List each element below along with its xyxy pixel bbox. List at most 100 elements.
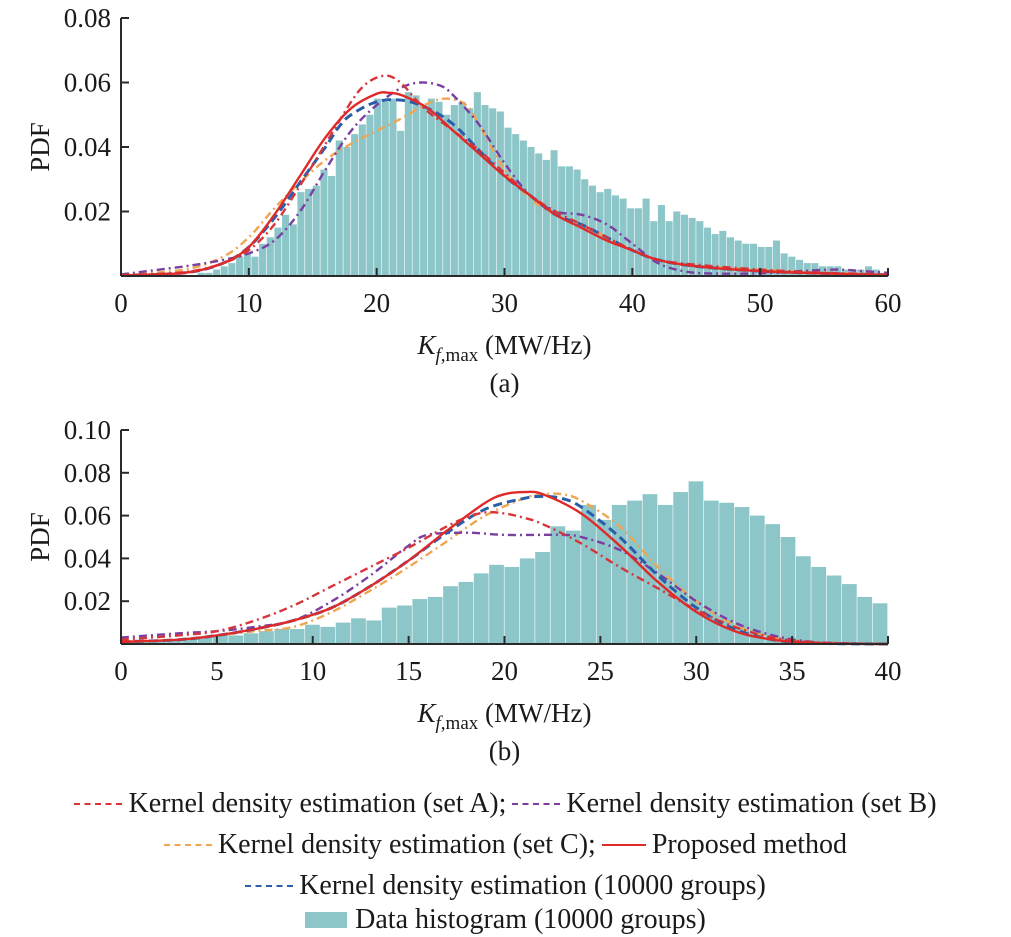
histogram-bar	[443, 586, 458, 644]
histogram-bar	[328, 176, 336, 276]
histogram-bar	[542, 159, 550, 276]
y-tick-label: 0.04	[64, 132, 112, 162]
legend-swatch	[305, 912, 348, 928]
legend-label: Data histogram (10000 groups)	[355, 904, 706, 935]
legend-label: Kernel density estimation (10000 groups)	[299, 870, 766, 901]
x-tick-label: 30	[683, 656, 710, 686]
histogram-bar	[435, 101, 443, 276]
histogram-bar	[381, 607, 397, 644]
histogram-bar	[366, 114, 374, 276]
histogram-bar	[489, 564, 504, 644]
legend-item-proposed: Proposed method	[601, 828, 847, 862]
y-axis-label: PDF	[25, 512, 55, 562]
y-tick-label: 0.06	[64, 501, 111, 531]
histogram-bar	[136, 641, 152, 644]
y-tick-label: 0.04	[64, 543, 112, 573]
chart-panel-b: 0.02 0.04 0.06 0.08 0.10 0 5 10 15 20 25 30 35 40 PDF K…	[25, 415, 902, 766]
histogram-bar	[619, 198, 627, 276]
histogram-bar	[473, 92, 481, 276]
panel-label: (a)	[490, 368, 520, 398]
series-line-proposed	[120, 490, 889, 646]
legend-row: Kernel density estimation (set A); Kernel…	[0, 780, 1011, 821]
histogram-bar	[504, 127, 512, 277]
histogram-bar	[780, 537, 796, 644]
legend-label: Kernel density estimation (set B)	[566, 788, 937, 819]
histogram-bar	[450, 105, 458, 276]
series-line-kdeA	[120, 510, 889, 646]
histogram-bar	[151, 639, 167, 644]
histogram-bar	[473, 573, 489, 644]
y-axis-label: PDF	[25, 122, 55, 172]
legend-row: Data histogram (10000 groups)	[0, 903, 1011, 937]
histogram-bar	[236, 256, 244, 276]
histogram-bar	[611, 195, 619, 276]
histogram-bar	[289, 224, 297, 276]
legend-label: Kernel density estimation (set A);	[128, 788, 507, 819]
histogram-bar	[251, 256, 259, 276]
histogram-bar	[259, 243, 267, 276]
legend-item-kdeA: Kernel density estimation (set A);	[74, 787, 506, 821]
histogram-bar	[680, 214, 688, 276]
histogram-bar	[496, 111, 504, 277]
histogram-bar	[581, 504, 596, 644]
histogram-bar	[780, 253, 788, 276]
legend-item-kdeB: Kernel density estimation (set B)	[512, 787, 937, 821]
histogram-bar	[289, 629, 305, 644]
histogram-bar	[688, 217, 696, 276]
histogram-bar	[558, 166, 566, 276]
histogram-bar	[734, 240, 742, 276]
histogram-bar	[788, 256, 796, 276]
histogram-bar	[665, 221, 673, 276]
histogram-bar	[719, 502, 734, 644]
histogram-bar	[688, 481, 704, 644]
histogram-bar	[811, 566, 827, 644]
legend-swatch	[245, 885, 294, 887]
histogram-bar	[512, 134, 520, 276]
histogram-bar	[213, 635, 228, 644]
x-tick-label: 25	[587, 656, 614, 686]
x-tick-label: 30	[491, 288, 518, 318]
x-axis-label: Kf,max (MW/Hz)	[417, 698, 592, 734]
histogram-bar	[343, 147, 351, 276]
histogram-bar	[765, 524, 781, 644]
histogram-bar	[205, 272, 213, 276]
histogram-bar	[274, 227, 282, 276]
legend-item-histogram: Data histogram (10000 groups)	[305, 903, 706, 937]
histogram-bar	[535, 551, 550, 644]
histogram-bar	[519, 140, 527, 276]
histogram-bar	[696, 221, 704, 276]
histogram-bar	[404, 92, 412, 276]
legend-swatch	[512, 803, 561, 805]
histogram-bar	[197, 272, 205, 276]
histogram-bar	[197, 637, 213, 644]
x-tick-label: 20	[491, 656, 518, 686]
legend-item-kde10000: Kernel density estimation (10000 groups)	[245, 869, 766, 903]
histogram-bar	[228, 635, 244, 644]
histogram-bar	[374, 98, 382, 276]
series-line-kdeB	[120, 81, 889, 276]
legend-item-kdeC: Kernel density estimation (set C);	[163, 828, 596, 862]
histogram-bar	[466, 108, 474, 276]
histogram-bar	[604, 188, 612, 276]
histogram-bar	[627, 500, 642, 644]
histogram-bar	[427, 596, 443, 644]
x-tick-label: 60	[875, 288, 902, 318]
histogram-bar	[182, 637, 198, 644]
histogram-bar	[458, 581, 474, 644]
histogram-bar	[711, 234, 719, 276]
histogram-bar	[320, 169, 328, 276]
histogram-bar	[213, 269, 221, 276]
histogram-bar	[366, 620, 382, 644]
histogram-bar	[358, 124, 366, 276]
histogram-bar	[259, 631, 274, 644]
histogram-bar	[634, 208, 642, 276]
histogram-bar	[243, 633, 259, 644]
histogram-bar	[381, 101, 389, 276]
histogram-bar	[565, 530, 581, 644]
histogram-bar	[519, 558, 535, 644]
x-tick-label: 20	[363, 288, 390, 318]
legend-swatch	[163, 844, 212, 846]
y-tick-label: 0.02	[64, 197, 111, 227]
histogram-bar	[872, 603, 888, 644]
